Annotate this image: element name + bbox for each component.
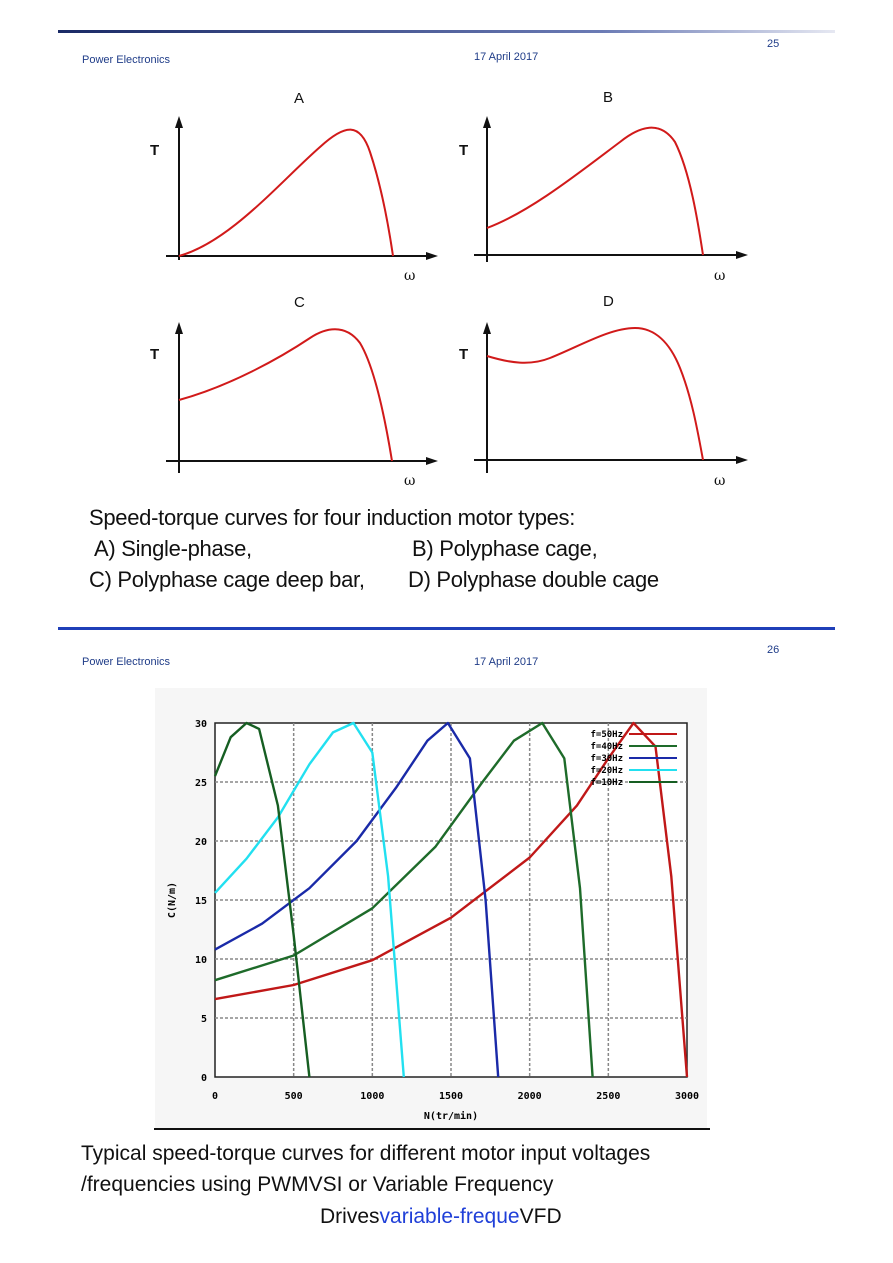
slide-26-page-number: 26 bbox=[767, 644, 780, 656]
legend-label: f=30Hz bbox=[590, 754, 623, 764]
slide-25-header-rule bbox=[58, 30, 835, 33]
y-axis-label: C(N/m) bbox=[167, 882, 178, 918]
series-line-f40hz bbox=[214, 721, 594, 1078]
y-tick-label: 5 bbox=[201, 1014, 207, 1025]
y-tick-label: 25 bbox=[195, 778, 207, 789]
panel-b-curve bbox=[486, 126, 704, 256]
slide-26-title: Power Electronics bbox=[82, 656, 171, 668]
panel-d-x-axis-label: ω bbox=[714, 473, 726, 489]
caption-variable-frequency-link[interactable]: variable-freque bbox=[379, 1205, 520, 1228]
legend-label: f=20Hz bbox=[590, 766, 623, 776]
panel-a-curve bbox=[178, 128, 394, 257]
y-tick-label: 15 bbox=[195, 896, 207, 907]
y-tick-label: 0 bbox=[201, 1073, 207, 1084]
slide-26-header-rule bbox=[58, 627, 835, 630]
slide-25-caption-a: A) Single-phase, bbox=[94, 536, 252, 561]
panel-b-y-axis-label: T bbox=[459, 142, 469, 159]
panel-a-label: A bbox=[294, 90, 305, 107]
panel-d-y-axis-label: T bbox=[459, 346, 469, 363]
x-tick-label: 1000 bbox=[360, 1091, 384, 1102]
panel-b-plot bbox=[474, 116, 748, 262]
panel-c-curve bbox=[178, 328, 393, 462]
series-line-f20hz bbox=[214, 721, 405, 1078]
slide-25-title: Power Electronics bbox=[82, 54, 171, 66]
slide-26-caption-line3: Drivesvariable-frequeVFD bbox=[320, 1202, 562, 1232]
series-line-f10hz bbox=[213, 721, 311, 1078]
series-line-f50hz bbox=[214, 721, 689, 1078]
x-tick-label: 3000 bbox=[675, 1091, 699, 1102]
legend-label: f=10Hz bbox=[590, 778, 623, 788]
x-tick-label: 0 bbox=[212, 1091, 218, 1102]
slide-25-caption-b: B) Polyphase cage, bbox=[412, 536, 598, 561]
panel-a-x-axis-label: ω bbox=[404, 268, 416, 284]
panel-d-curve bbox=[486, 326, 704, 461]
chart-bottom-rule bbox=[154, 1128, 710, 1130]
slide-25-date: 17 April 2017 bbox=[474, 51, 539, 63]
x-tick-label: 2500 bbox=[596, 1091, 620, 1102]
y-tick-label: 20 bbox=[195, 837, 207, 848]
speed-torque-chart: 0 500 1000 1500 2000 2500 3000 0 5 10 15 20 25 30 f=5… bbox=[155, 688, 707, 1128]
caption-drives-text: Drives bbox=[320, 1205, 380, 1228]
slide-25-caption-d: D) Polyphase double cage bbox=[408, 567, 659, 592]
slide-26-date: 17 April 2017 bbox=[474, 656, 539, 668]
slide-25-caption-c: C) Polyphase cage deep bar, bbox=[89, 567, 365, 592]
x-tick-label: 2000 bbox=[518, 1091, 542, 1102]
panel-a-plot bbox=[166, 116, 438, 260]
x-tick-label: 500 bbox=[285, 1091, 303, 1102]
y-tick-label: 30 bbox=[195, 719, 207, 730]
panel-b-label: B bbox=[603, 89, 614, 106]
slide-25-caption-heading: Speed-torque curves for four induction m… bbox=[89, 505, 576, 530]
caption-vfd-text: VFD bbox=[519, 1205, 562, 1228]
panel-c-plot bbox=[166, 322, 438, 473]
series-line-f30hz bbox=[214, 721, 500, 1078]
slide-26-caption-line2: /frequencies using PWMVSI or Variable Fr… bbox=[81, 1173, 554, 1196]
panel-b-x-axis-label: ω bbox=[714, 268, 726, 284]
x-axis-label: N(tr/min) bbox=[424, 1110, 478, 1122]
panel-c-y-axis-label: T bbox=[150, 346, 160, 363]
x-tick-label: 1500 bbox=[439, 1091, 463, 1102]
panel-c-label: C bbox=[294, 294, 305, 311]
y-tick-label: 10 bbox=[195, 955, 207, 966]
slide-26-caption-line1: Typical speed-torque curves for differen… bbox=[81, 1142, 651, 1165]
legend-label: f=40Hz bbox=[590, 742, 623, 752]
panel-a-y-axis-label: T bbox=[150, 142, 160, 159]
legend-label: f=50Hz bbox=[590, 730, 623, 740]
panel-c-x-axis-label: ω bbox=[404, 473, 416, 489]
panel-d-plot bbox=[474, 322, 748, 473]
panel-d-label: D bbox=[603, 293, 614, 310]
slide-25-page-number: 25 bbox=[767, 38, 780, 50]
